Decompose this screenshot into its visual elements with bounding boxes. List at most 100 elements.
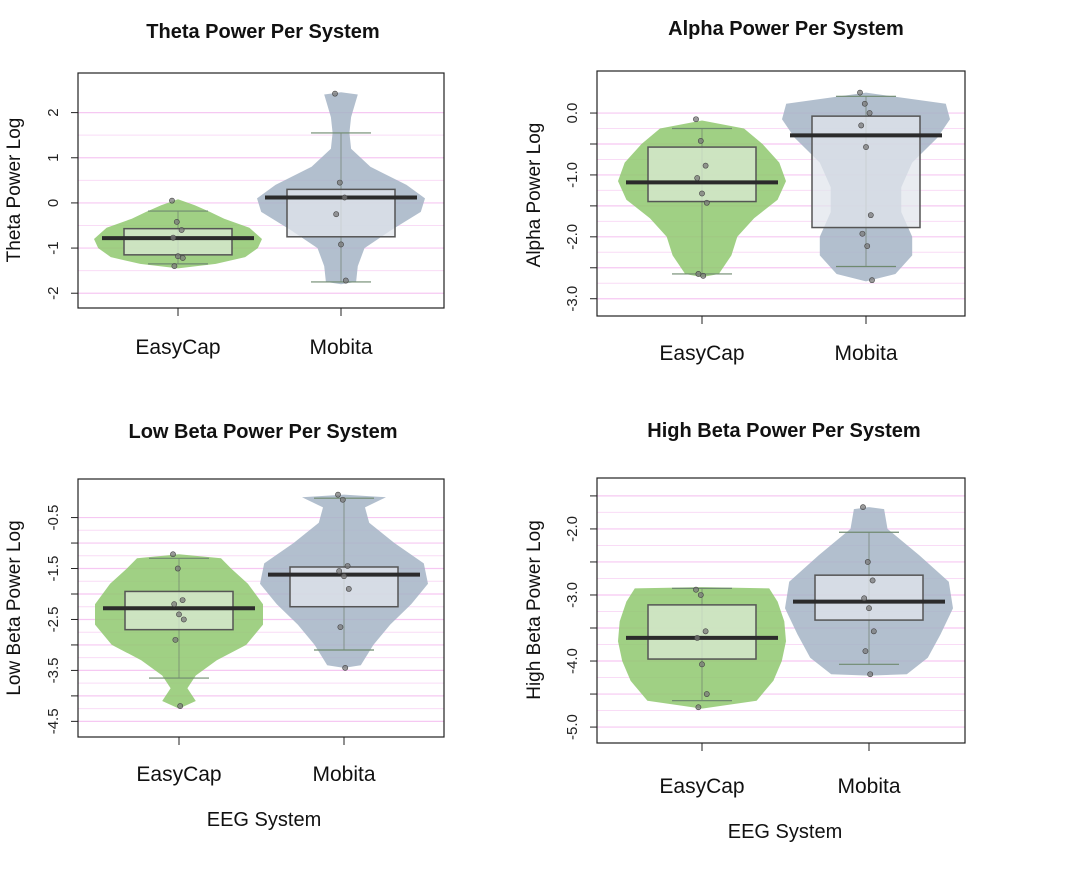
- y-tick-label: -2.0: [564, 516, 581, 542]
- panel-title: High Beta Power Per System: [647, 420, 920, 442]
- data-point: [699, 190, 705, 197]
- data-point: [179, 255, 186, 261]
- data-point: [170, 551, 176, 558]
- data-point: [700, 272, 707, 279]
- series-easycap: [95, 551, 263, 709]
- data-point: [694, 635, 701, 641]
- data-point: [337, 624, 344, 631]
- data-point: [336, 179, 343, 186]
- y-tick-label: -1: [45, 241, 62, 254]
- data-point: [344, 563, 351, 569]
- iqr-box: [123, 227, 233, 256]
- y-axis-label: High Beta Power Log: [524, 520, 545, 700]
- data-point: [702, 162, 709, 169]
- data-point: [338, 241, 344, 248]
- data-point: [860, 504, 866, 511]
- data-point: [867, 212, 874, 219]
- data-point: [861, 100, 868, 107]
- panels: Theta Power Per System Theta Power Log Eas…: [4, 18, 966, 798]
- data-point: [693, 116, 699, 123]
- series-easycap: [618, 586, 786, 711]
- data-point: [695, 704, 702, 711]
- data-point: [866, 110, 873, 116]
- iqr-box: [124, 590, 234, 631]
- y-tick-label: -4.0: [564, 648, 581, 674]
- data-point: [703, 199, 710, 206]
- data-point: [179, 597, 186, 604]
- series-mobita: [785, 504, 953, 678]
- panel-3: Low Beta Power Per System Low Beta Power …: [4, 421, 445, 786]
- series-mobita: [782, 89, 950, 284]
- data-point: [335, 491, 341, 498]
- x-tick-label: EasyCap: [659, 775, 744, 798]
- data-point: [169, 197, 175, 204]
- series-easycap: [94, 197, 262, 270]
- panel-4: High Beta Power Per System High Beta Powe…: [524, 420, 966, 798]
- data-point: [342, 277, 349, 284]
- iqr-box: [647, 604, 757, 660]
- x-tick-label: Mobita: [837, 775, 900, 798]
- x-axis-label-bottom-left: EEG System: [207, 809, 321, 831]
- data-point: [173, 218, 180, 225]
- x-tick-label: EasyCap: [135, 336, 220, 359]
- data-point: [867, 671, 874, 678]
- data-point: [180, 616, 187, 623]
- data-point: [332, 90, 338, 97]
- plot-frame: [596, 70, 966, 317]
- y-tick-label: -3.5: [45, 657, 62, 683]
- data-point: [863, 144, 869, 150]
- plot-frame: [77, 478, 445, 738]
- panel-1: Theta Power Per System Theta Power Log Eas…: [4, 21, 445, 359]
- panel-title: Alpha Power Per System: [668, 18, 904, 40]
- y-tick-label: -1.5: [45, 556, 62, 582]
- y-tick-label: -2.0: [564, 224, 581, 250]
- x-tick-label: Mobita: [312, 763, 375, 786]
- data-point: [699, 661, 705, 668]
- data-point: [342, 664, 349, 671]
- data-point: [694, 175, 701, 181]
- data-point: [861, 595, 868, 602]
- data-point: [172, 636, 179, 643]
- y-tick-label: -4.5: [45, 708, 62, 734]
- y-tick-label: 0.0: [564, 103, 581, 124]
- plot-frame: [77, 72, 445, 309]
- series-easycap: [618, 116, 786, 279]
- data-point: [345, 585, 352, 592]
- series-mobita: [260, 491, 428, 671]
- data-point: [859, 230, 866, 237]
- data-point: [177, 703, 184, 709]
- data-point: [858, 122, 865, 129]
- data-point: [171, 263, 178, 270]
- data-point: [697, 592, 704, 598]
- data-point: [341, 194, 348, 201]
- panel-title: Low Beta Power Per System: [129, 421, 398, 443]
- data-point: [866, 605, 872, 612]
- y-tick-label: -1.0: [564, 162, 581, 188]
- y-tick-label: -3.0: [564, 286, 581, 312]
- x-tick-label: EasyCap: [136, 763, 221, 786]
- series-mobita: [257, 90, 425, 285]
- data-point: [702, 628, 709, 635]
- x-tick-label: EasyCap: [659, 342, 744, 365]
- data-point: [869, 577, 876, 584]
- data-point: [176, 611, 182, 618]
- data-point: [339, 496, 346, 503]
- y-axis-label: Alpha Power Log: [524, 123, 545, 268]
- data-point: [174, 565, 181, 572]
- data-point: [336, 568, 343, 574]
- data-point: [697, 137, 704, 144]
- y-axis-label: Low Beta Power Log: [4, 520, 25, 695]
- iqr-box: [814, 574, 924, 621]
- data-point: [857, 89, 863, 96]
- panel-2: Alpha Power Per System Alpha Power Log Eas…: [524, 18, 966, 365]
- data-point: [175, 253, 181, 260]
- y-tick-label: 0: [45, 199, 62, 207]
- y-tick-label: -5.0: [564, 714, 581, 740]
- data-point: [341, 573, 347, 580]
- plot-frame: [596, 477, 966, 744]
- y-tick-label: -3.0: [564, 582, 581, 608]
- y-axis-label: Theta Power Log: [4, 118, 25, 263]
- x-tick-label: Mobita: [309, 336, 372, 359]
- data-point: [870, 628, 877, 635]
- data-point: [869, 277, 875, 284]
